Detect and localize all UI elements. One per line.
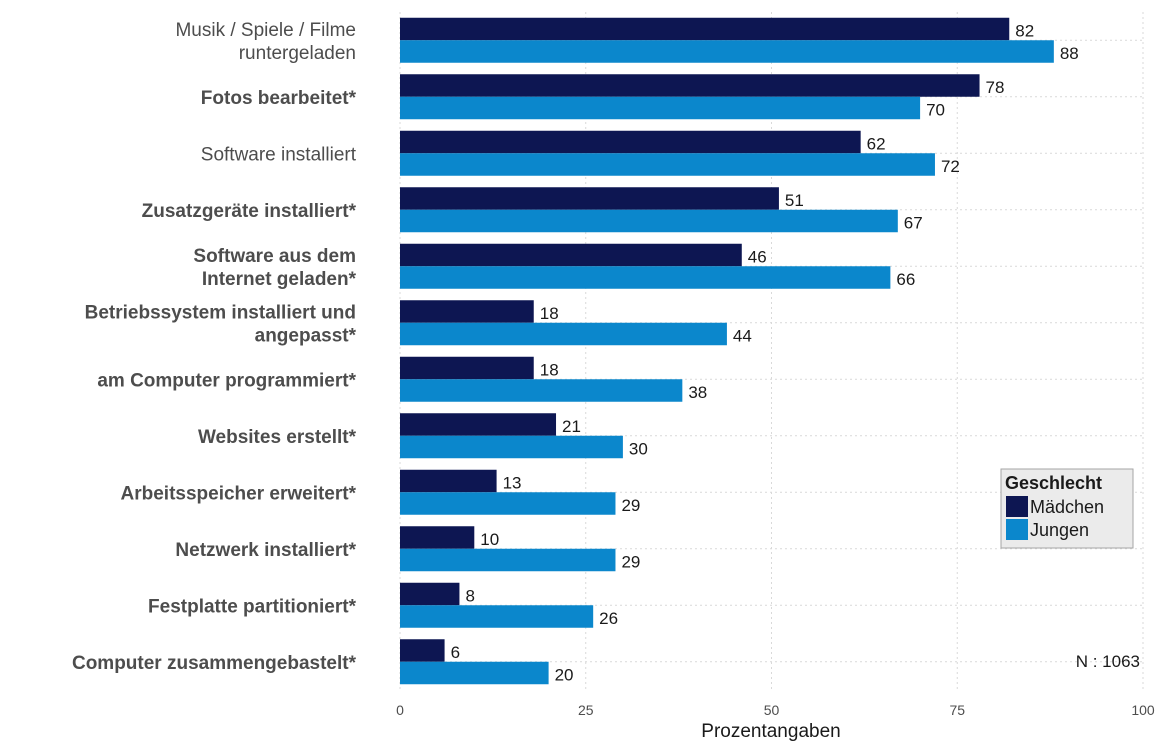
value-label: 51 — [785, 191, 804, 210]
legend-swatch-jungen — [1006, 519, 1028, 540]
bar-jungen — [400, 153, 935, 176]
category-label: Musik / Spiele / Filme runtergeladen — [175, 20, 356, 64]
category-label: am Computer programmiert* — [97, 370, 356, 391]
legend: Geschlecht Mädchen Jungen — [1000, 468, 1134, 549]
bar-maedchen — [400, 187, 779, 210]
value-label: 8 — [465, 586, 474, 605]
value-label: 78 — [986, 78, 1005, 97]
bar-jungen — [400, 548, 616, 572]
category-label: Fotos bearbeitet* — [201, 88, 357, 109]
value-label: 29 — [621, 552, 640, 571]
category-label: Festplatte partitioniert* — [148, 596, 357, 617]
value-label: 72 — [941, 157, 960, 176]
category-labels: Musik / Spiele / Filme runtergeladen Fotos… — [72, 20, 357, 674]
legend-label-jungen: Jungen — [1030, 520, 1089, 540]
value-label: 62 — [867, 134, 886, 153]
value-label: 26 — [599, 609, 618, 628]
bar-maedchen — [400, 300, 534, 323]
value-label: 38 — [688, 383, 707, 402]
value-label: 82 — [1015, 21, 1034, 40]
bar-jungen — [400, 40, 1054, 63]
bar-jungen — [400, 266, 891, 289]
category-label: Software aus dem Internet geladen* — [193, 246, 356, 290]
bar-maedchen — [400, 526, 475, 549]
bar-jungen — [400, 322, 727, 346]
bar-maedchen — [400, 17, 1010, 41]
category-label: Zusatzgeräte installiert* — [142, 201, 357, 222]
bar-jungen — [400, 492, 616, 515]
bar-maedchen — [400, 243, 742, 267]
legend-title: Geschlecht — [1005, 473, 1102, 493]
sample-size-note: N : 1063 — [1076, 652, 1140, 671]
bar-maedchen — [400, 639, 445, 662]
x-tick-label: 75 — [949, 702, 965, 718]
category-label: Computer zusammengebastelt* — [72, 653, 357, 674]
bar-jungen — [400, 661, 549, 685]
bar-jungen — [400, 209, 898, 233]
value-label: 20 — [555, 665, 574, 684]
x-tick-label: 25 — [578, 702, 594, 718]
value-label: 88 — [1060, 44, 1079, 63]
x-axis-ticks: 0 25 50 75 100 — [396, 702, 1155, 718]
x-tick-label: 50 — [764, 702, 780, 718]
value-label: 6 — [451, 643, 460, 662]
category-label: Betriebssystem installiert und angepasst* — [85, 302, 357, 346]
bar-maedchen — [400, 413, 557, 436]
bar-jungen — [400, 379, 683, 402]
value-label: 44 — [733, 326, 752, 345]
category-label: Websites erstellt* — [198, 427, 357, 448]
category-label: Arbeitsspeicher erweitert* — [121, 483, 357, 504]
legend-label-maedchen: Mädchen — [1030, 497, 1104, 517]
x-axis-title: Prozentangaben — [701, 721, 840, 742]
x-tick-label: 100 — [1131, 702, 1155, 718]
category-label: Netzwerk installiert* — [175, 540, 356, 561]
bar-maedchen — [400, 582, 460, 606]
value-label: 29 — [621, 496, 640, 515]
bar-maedchen — [400, 74, 980, 97]
value-label: 70 — [926, 100, 945, 119]
bars-layer — [400, 17, 1054, 685]
bar-jungen — [400, 96, 921, 120]
value-label: 13 — [503, 473, 522, 492]
value-label: 21 — [562, 417, 581, 436]
bar-maedchen — [400, 130, 861, 154]
value-label: 67 — [904, 213, 923, 232]
value-label: 18 — [540, 304, 559, 323]
bar-maedchen — [400, 469, 497, 493]
legend-swatch-maedchen — [1006, 496, 1028, 517]
bar-maedchen — [400, 356, 534, 380]
value-labels: 82 78 62 51 46 18 18 21 13 10 8 6 88 70 72 67 66 44 38 30 29… — [451, 21, 1079, 684]
value-label: 30 — [629, 439, 648, 458]
value-label: 66 — [896, 270, 915, 289]
category-label: Software installiert — [201, 144, 357, 165]
value-label: 18 — [540, 360, 559, 379]
value-label: 10 — [480, 530, 499, 549]
x-tick-label: 0 — [396, 702, 404, 718]
value-label: 46 — [748, 247, 767, 266]
bar-jungen — [400, 605, 594, 628]
bar-jungen — [400, 435, 623, 459]
